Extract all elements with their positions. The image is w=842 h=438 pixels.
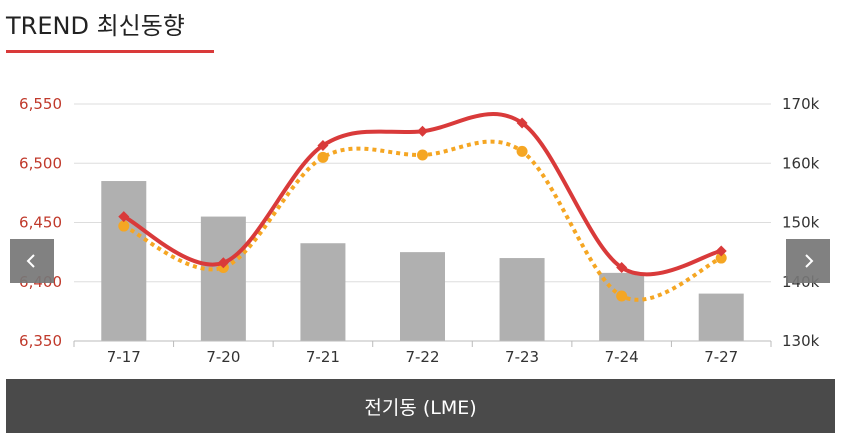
prev-button[interactable] [10,239,54,283]
x-tick-label: 7-23 [505,348,539,366]
price-trend-chart: 6,3506,4006,4506,5006,550130k140k150k160… [19,95,820,366]
point-diamond [317,139,329,151]
point-diamond [417,125,428,137]
point-circle [715,252,727,264]
left-axis-tick-label: 6,500 [19,154,62,172]
left-axis-tick-label: 6,550 [19,95,62,113]
bar [599,272,645,341]
left-axis-tick-label: 6,450 [19,214,62,232]
chevron-left-icon [26,254,35,268]
point-diamond [516,117,528,129]
title-underline [6,50,214,53]
bar [400,252,445,341]
bar [200,216,246,341]
point-diamond [715,245,727,257]
footer-bar: 전기동 (LME) [6,379,835,433]
bar [101,181,147,341]
point-diamond [616,262,628,274]
x-tick-label: 7-20 [206,348,240,366]
bar [698,293,744,341]
right-axis-tick-label: 160k [782,154,820,172]
point-circle [118,220,130,232]
footer-label: 전기동 (LME) [364,396,477,419]
left-axis-tick-label: 6,350 [19,332,62,350]
x-tick-label: 7-24 [605,348,639,366]
x-tick-label: 7-21 [306,348,340,366]
page-title: TREND 최신동향 [6,12,185,40]
point-circle [616,290,628,302]
header: TREND 최신동향 [6,6,185,41]
right-axis-tick-label: 170k [782,95,820,113]
right-axis-tick-label: 130k [782,332,820,350]
bar [300,243,346,341]
point-diamond [118,211,130,223]
right-axis-tick-label: 150k [782,214,820,232]
x-tick-label: 7-22 [405,348,439,366]
x-tick-label: 7-27 [704,348,738,366]
chevron-right-icon [805,254,814,268]
next-button[interactable] [786,239,830,283]
point-diamond [217,257,229,269]
bar [499,258,545,341]
x-tick-label: 7-17 [107,348,141,366]
point-circle [516,145,528,157]
point-circle [417,149,428,161]
point-circle [317,151,329,163]
